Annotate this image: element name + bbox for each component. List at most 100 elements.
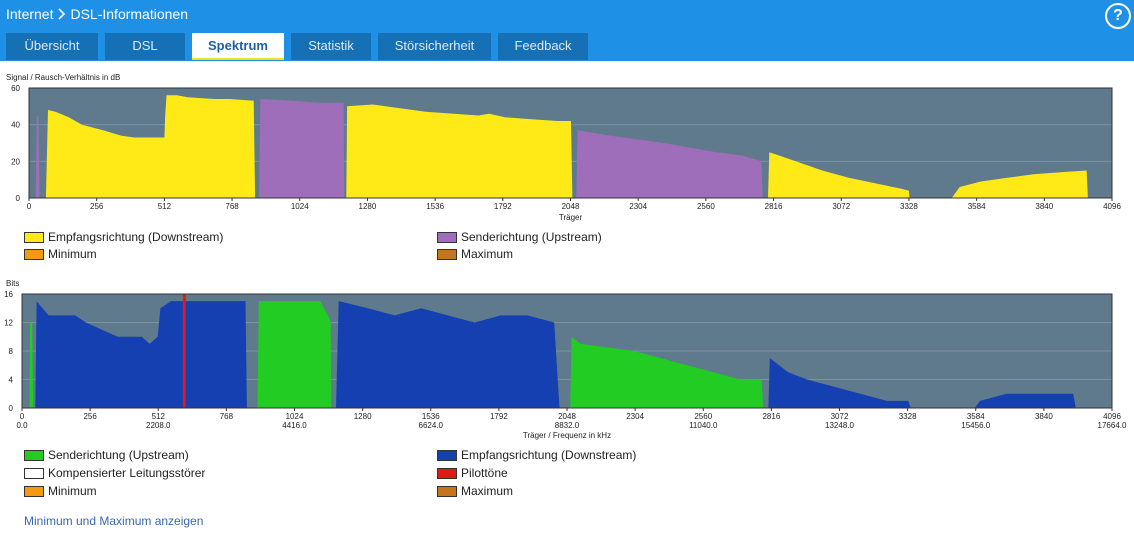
y-tick-label: 8 — [9, 347, 14, 356]
x-tick-label: 512 — [158, 202, 172, 211]
x-freq-tick-label: 11040.0 — [689, 421, 718, 430]
legend-swatch — [24, 231, 44, 243]
tab-stoersicherheit[interactable]: Störsicherheit — [378, 33, 491, 60]
legend-label: Kompensierter Leitungsstörer — [48, 466, 206, 480]
legend-item: Senderichtung (Upstream) — [24, 448, 189, 462]
x-tick-label: 4096 — [1103, 412, 1121, 421]
legend-label: Senderichtung (Upstream) — [48, 448, 189, 462]
x-tick-label: 2560 — [694, 412, 712, 421]
series-area — [45, 95, 256, 198]
bits-chart: Bits 0 4 8 12 16 0 256 512 768 1024 1280 1536 1792 204… — [4, 279, 1127, 440]
x-tick-label: 2816 — [765, 202, 783, 211]
x-freq-tick-label: 17664.0 — [1098, 421, 1127, 430]
x-tick-label: 768 — [225, 202, 239, 211]
y-axis-label: Bits — [6, 279, 19, 288]
legend-swatch — [437, 485, 457, 497]
legend-swatch — [437, 231, 457, 243]
series-area — [259, 99, 345, 198]
x-tick-label: 3840 — [1035, 202, 1053, 211]
x-tick-label: 2048 — [562, 202, 580, 211]
y-axis-label: Signal / Rausch-Verhältnis in dB — [6, 73, 120, 82]
x-tick-label: 1024 — [291, 202, 309, 211]
y-tick-label: 0 — [9, 404, 14, 413]
x-tick-label: 3328 — [900, 202, 918, 211]
legend-item: Pilottöne — [437, 466, 508, 480]
series-area — [29, 322, 34, 408]
x-tick-label: 0 — [20, 412, 25, 421]
legend-swatch — [437, 467, 457, 479]
x-freq-tick-label: 8832.0 — [555, 421, 580, 430]
page-title: DSL-Informationen — [70, 6, 188, 22]
tab-uebersicht[interactable]: Übersicht — [6, 33, 98, 60]
legend-label: Minimum — [48, 247, 97, 261]
x-tick-label: 4096 — [1103, 202, 1121, 211]
legend-item: Empfangsrichtung (Downstream) — [437, 448, 636, 462]
x-tick-label: 2816 — [762, 412, 780, 421]
x-tick-label: 1792 — [494, 202, 512, 211]
tab-spektrum[interactable]: Spektrum — [192, 33, 284, 60]
legend-label: Maximum — [461, 247, 514, 261]
x-tick-label: 3840 — [1035, 412, 1053, 421]
legend-swatch — [24, 467, 44, 479]
show-minmax-link[interactable]: Minimum und Maximum anzeigen — [24, 514, 204, 528]
chevron-right-icon — [58, 8, 66, 20]
x-tick-label: 3072 — [832, 202, 850, 211]
snr-legend: Empfangsrichtung (Downstream) Sendericht… — [0, 228, 1134, 264]
breadcrumb-root[interactable]: Internet — [6, 6, 54, 22]
x-tick-label: 3584 — [967, 412, 985, 421]
series-area — [570, 336, 764, 408]
y-tick-label: 4 — [9, 376, 14, 385]
x-axis-label: Träger / Frequenz in kHz — [523, 431, 611, 440]
x-tick-label: 2304 — [626, 412, 644, 421]
x-tick-label: 3328 — [899, 412, 917, 421]
x-tick-label: 1536 — [426, 202, 444, 211]
x-tick-label: 1280 — [359, 202, 377, 211]
series-area — [768, 152, 910, 198]
x-tick-label: 1536 — [422, 412, 440, 421]
legend-item: Minimum — [24, 247, 97, 261]
tab-statistik[interactable]: Statistik — [291, 33, 371, 60]
x-tick-label: 256 — [83, 412, 97, 421]
x-tick-label: 768 — [220, 412, 234, 421]
x-freq-tick-label: 0.0 — [16, 421, 28, 430]
series-area — [35, 115, 40, 198]
snr-chart: Signal / Rausch-Verhältnis in dB 0 20 40 60 0… — [6, 73, 1121, 222]
x-tick-label: 512 — [152, 412, 166, 421]
y-tick-label: 12 — [4, 319, 13, 328]
y-tick-label: 60 — [11, 84, 20, 93]
x-tick-label: 2560 — [697, 202, 715, 211]
series-area — [768, 358, 911, 408]
x-freq-tick-label: 2208.0 — [146, 421, 171, 430]
tab-bar: Übersicht DSL Spektrum Statistik Störsic… — [6, 33, 588, 60]
x-freq-tick-label: 6624.0 — [419, 421, 444, 430]
x-tick-label: 3584 — [968, 202, 986, 211]
legend-swatch — [437, 248, 457, 260]
series-area — [951, 170, 1088, 198]
series-area — [336, 301, 560, 408]
legend-item: Maximum — [437, 484, 513, 498]
legend-label: Maximum — [461, 484, 514, 498]
tab-dsl[interactable]: DSL — [105, 33, 185, 60]
legend-label: Senderichtung (Upstream) — [461, 230, 602, 244]
x-tick-label: 0 — [27, 202, 32, 211]
x-tick-label: 1792 — [490, 412, 508, 421]
y-tick-label: 0 — [16, 194, 21, 203]
x-tick-label: 256 — [90, 202, 104, 211]
x-freq-tick-label: 13248.0 — [825, 421, 854, 430]
breadcrumb: Internet DSL-Informationen — [6, 6, 188, 22]
help-icon[interactable]: ? — [1105, 3, 1131, 29]
y-tick-label: 16 — [4, 290, 13, 299]
x-freq-tick-label: 15456.0 — [961, 421, 990, 430]
y-tick-label: 40 — [11, 121, 20, 130]
tab-feedback[interactable]: Feedback — [498, 33, 588, 60]
series-area — [35, 301, 247, 408]
legend-item: Empfangsrichtung (Downstream) — [24, 230, 223, 244]
legend-item: Maximum — [437, 247, 513, 261]
series-area — [346, 104, 573, 198]
series-area — [257, 301, 332, 408]
x-tick-label: 1280 — [354, 412, 372, 421]
legend-label: Pilottöne — [461, 466, 508, 480]
x-tick-label: 3072 — [831, 412, 849, 421]
x-tick-label: 2304 — [629, 202, 647, 211]
bits-legend: Senderichtung (Upstream) Empfangsrichtun… — [0, 446, 1134, 500]
